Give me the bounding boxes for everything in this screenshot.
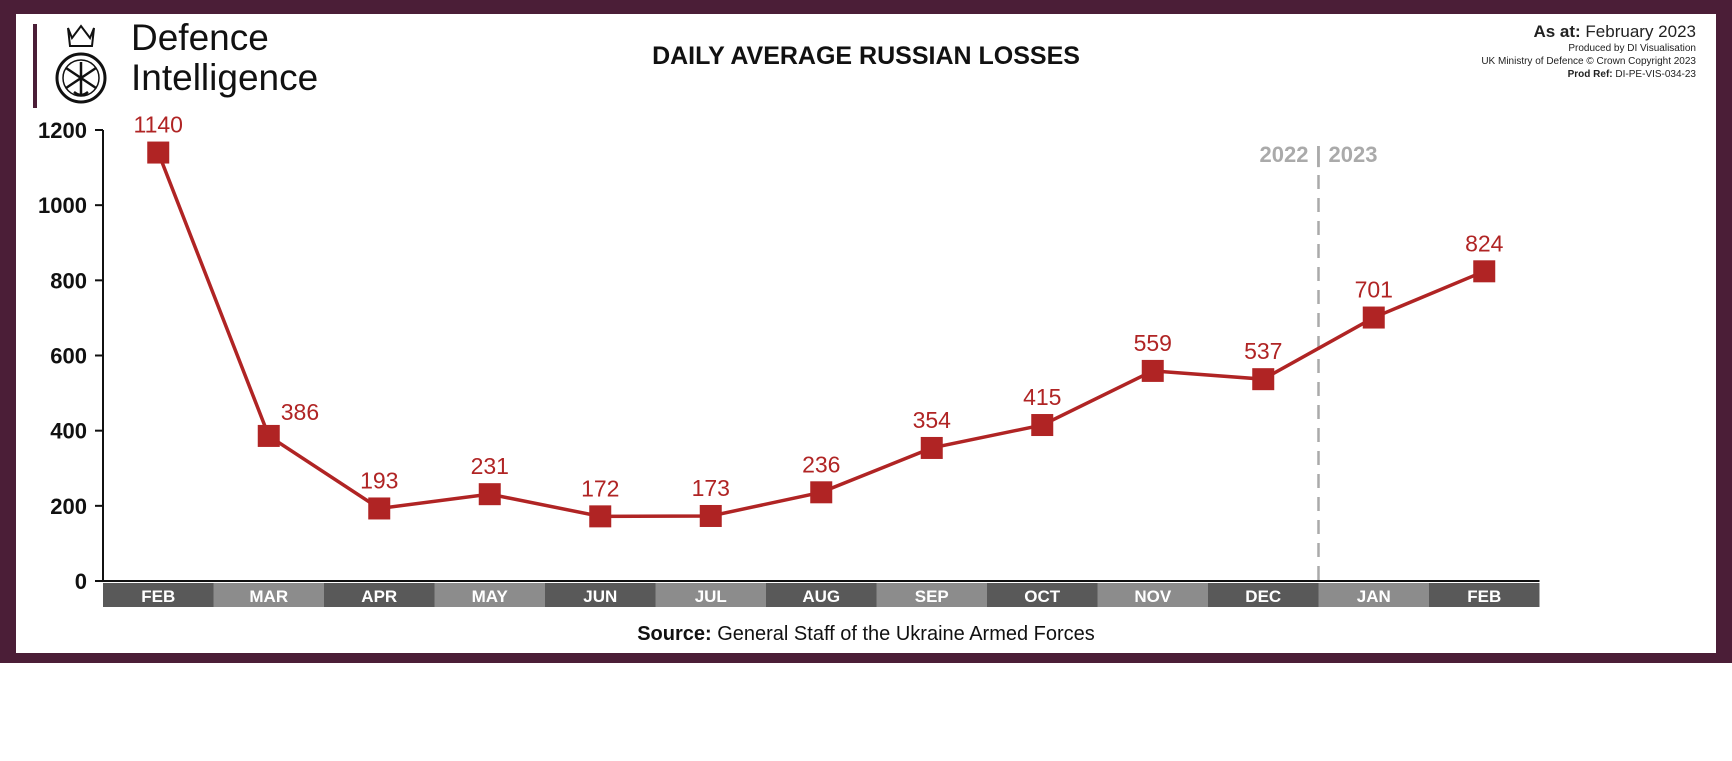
source-value: General Staff of the Ukraine Armed Force… <box>712 623 1095 645</box>
data-point <box>257 424 280 447</box>
data-point <box>1252 368 1275 391</box>
data-label: 231 <box>471 453 509 479</box>
data-point <box>920 436 943 459</box>
x-tick-label: OCT <box>1024 587 1061 606</box>
data-label: 824 <box>1465 230 1504 256</box>
source-label: Source: <box>637 623 711 645</box>
x-tick-label: JUN <box>583 587 617 606</box>
x-tick-label: NOV <box>1134 587 1172 606</box>
x-tick-label: DEC <box>1245 587 1281 606</box>
month-band <box>1318 583 1429 607</box>
y-tick-label: 1000 <box>38 193 87 218</box>
logo-bar <box>33 24 37 108</box>
data-label: 1140 <box>134 112 183 138</box>
x-tick-label: MAY <box>472 587 509 606</box>
month-band <box>1429 583 1540 607</box>
data-point <box>1362 306 1385 329</box>
x-tick-label: FEB <box>1467 587 1501 606</box>
data-point <box>1473 260 1496 283</box>
prod-ref-value: DI-PE-VIS-034-23 <box>1615 69 1696 80</box>
month-band <box>1097 583 1208 607</box>
data-label: 193 <box>360 467 398 493</box>
month-band <box>103 583 214 607</box>
month-band <box>766 583 877 607</box>
data-point <box>1031 414 1054 437</box>
y-tick-label: 1200 <box>38 118 87 143</box>
logo-text: Defence Intelligence <box>131 18 318 98</box>
year-label-2022: 2022 <box>1260 142 1309 167</box>
data-point <box>368 497 391 520</box>
prod-ref-label: Prod Ref: <box>1567 69 1613 80</box>
month-band <box>324 583 435 607</box>
copyright: UK Ministry of Defence © Crown Copyright… <box>1481 56 1696 67</box>
x-tick-label: SEP <box>915 587 949 606</box>
data-label: 415 <box>1023 384 1061 410</box>
month-band <box>545 583 656 607</box>
x-tick-label: MAR <box>249 587 288 606</box>
year-separator: | <box>1315 142 1321 167</box>
as-at-value: February 2023 <box>1585 22 1696 41</box>
data-label: 236 <box>802 451 840 477</box>
logo-line-1: Defence <box>131 17 269 58</box>
year-label-2023: 2023 <box>1329 142 1378 167</box>
produced-by: Produced by DI Visualisation <box>1568 43 1696 54</box>
y-tick-label: 0 <box>75 569 87 594</box>
source-note: Source: General Staff of the Ukraine Arm… <box>637 623 1095 645</box>
chart-title: DAILY AVERAGE RUSSIAN LOSSES <box>652 42 1080 70</box>
data-label: 354 <box>913 407 952 433</box>
data-point <box>589 505 612 528</box>
month-band <box>1208 583 1319 607</box>
month-band <box>213 583 324 607</box>
meta-info: As at: February 2023 Produced by DI Visu… <box>1481 22 1696 81</box>
month-band <box>987 583 1098 607</box>
y-tick-label: 800 <box>50 268 87 293</box>
month-band <box>655 583 766 607</box>
as-at-label: As at: <box>1533 22 1581 41</box>
data-label: 172 <box>581 475 619 501</box>
y-tick-label: 400 <box>50 419 87 444</box>
y-tick-label: 600 <box>50 344 87 369</box>
data-label: 173 <box>692 475 730 501</box>
defence-crest-icon <box>55 24 107 104</box>
data-label: 701 <box>1355 277 1393 303</box>
data-point <box>478 483 501 506</box>
data-point <box>147 141 170 164</box>
data-point <box>810 481 833 504</box>
x-tick-label: FEB <box>141 587 175 606</box>
logo-line-2: Intelligence <box>131 57 319 98</box>
data-point <box>1141 359 1164 382</box>
month-band <box>434 583 545 607</box>
month-band <box>876 583 987 607</box>
data-point <box>699 504 722 527</box>
data-label: 537 <box>1244 338 1282 364</box>
x-tick-label: AUG <box>802 587 840 606</box>
data-label: 559 <box>1134 330 1172 356</box>
x-tick-label: JUL <box>695 587 727 606</box>
x-tick-label: JAN <box>1357 587 1391 606</box>
x-tick-label: APR <box>361 587 397 606</box>
chart-frame <box>0 0 1732 663</box>
data-label: 386 <box>281 399 319 425</box>
y-tick-label: 200 <box>50 494 87 519</box>
